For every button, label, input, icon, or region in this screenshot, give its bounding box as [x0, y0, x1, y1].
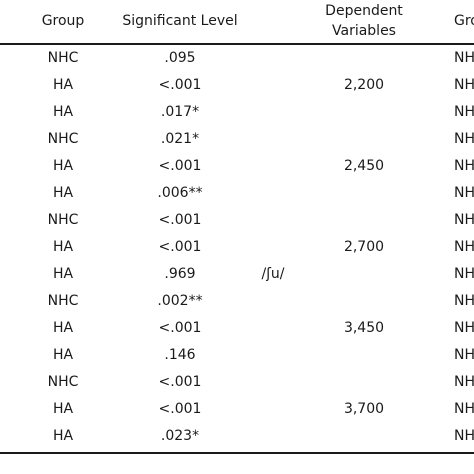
row-group: HA	[52, 428, 74, 444]
row-significance: <.001	[158, 77, 202, 93]
phoneme-label: /ʃu/	[261, 266, 285, 282]
dependent-value: 3,700	[343, 401, 385, 417]
row-significance: <.001	[158, 212, 202, 228]
dependent-value: 3,450	[343, 320, 385, 336]
row-group: HA	[52, 401, 74, 417]
row-group-2: NH	[454, 320, 474, 336]
row-significance: <.001	[158, 374, 202, 390]
row-significance: .017*	[160, 104, 200, 120]
row-group-2: NH	[454, 104, 474, 120]
row-significance: .095	[164, 50, 196, 66]
row-significance: .969	[164, 266, 196, 282]
bottom-rule	[0, 452, 474, 454]
row-group-2: NH	[454, 158, 474, 174]
row-group: HA	[52, 266, 74, 282]
row-group: HA	[52, 185, 74, 201]
row-group: HA	[52, 77, 74, 93]
header-group: Group	[41, 13, 85, 29]
header-rule	[0, 43, 474, 45]
row-significance: <.001	[158, 401, 202, 417]
row-group-2: NH	[454, 77, 474, 93]
row-group-2: NH	[454, 239, 474, 255]
row-group-2: NH	[454, 401, 474, 417]
row-significance: .002**	[157, 293, 203, 309]
row-significance: .146	[164, 347, 196, 363]
row-group: HA	[52, 320, 74, 336]
header-significant-level: Significant Level	[122, 13, 238, 29]
row-group: HA	[52, 239, 74, 255]
row-group-2: NH	[454, 428, 474, 444]
row-group-2: NH	[454, 374, 474, 390]
row-group-2: NH	[454, 131, 474, 147]
row-group: NHC	[47, 50, 79, 66]
row-significance: <.001	[158, 158, 202, 174]
row-group: HA	[52, 347, 74, 363]
row-group-2: NH	[454, 185, 474, 201]
row-group-2: NH	[454, 266, 474, 282]
row-significance: .006**	[157, 185, 203, 201]
dependent-value: 2,450	[343, 158, 385, 174]
row-group-2: NH	[454, 293, 474, 309]
row-group: HA	[52, 104, 74, 120]
row-significance: <.001	[158, 239, 202, 255]
header-dependent-line1: Dependent	[325, 3, 403, 19]
row-group: HA	[52, 158, 74, 174]
header-group-2: Gro	[454, 13, 474, 29]
row-significance: .021*	[160, 131, 200, 147]
dependent-value: 2,700	[343, 239, 385, 255]
row-group: NHC	[47, 374, 79, 390]
row-significance: .023*	[160, 428, 200, 444]
dependent-value: 2,200	[343, 77, 385, 93]
row-group-2: NH	[454, 212, 474, 228]
row-group: NHC	[47, 293, 79, 309]
row-group-2: NH	[454, 347, 474, 363]
row-group: NHC	[47, 212, 79, 228]
row-group-2: NH	[454, 50, 474, 66]
header-dependent-line2: Variables	[332, 23, 396, 39]
row-significance: <.001	[158, 320, 202, 336]
row-group: NHC	[47, 131, 79, 147]
